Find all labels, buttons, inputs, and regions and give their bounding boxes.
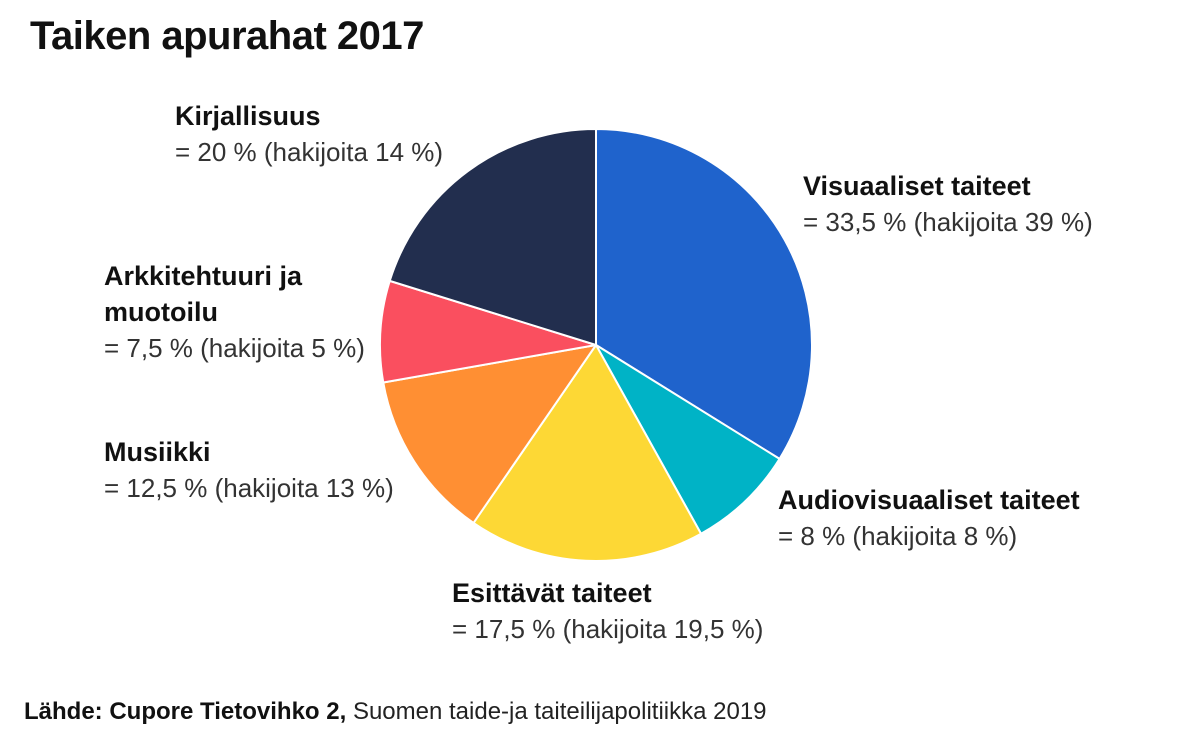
slice-name: Kirjallisuus xyxy=(175,101,321,131)
slice-name: Musiikki xyxy=(104,437,211,467)
slice-name: Visuaaliset taiteet xyxy=(803,171,1031,201)
source-text: Suomen taide-ja taiteilijapolitiikka 201… xyxy=(352,698,767,725)
slice-value: = 33,5 % (hakijoita 39 %) xyxy=(803,207,1093,237)
pie-slice-visuaaliset-taiteet xyxy=(595,128,813,460)
slice-value: = 7,5 % (hakijoita 5 %) xyxy=(104,333,365,363)
label-audiovisuaaliset-taiteet: Audiovisuaaliset taiteet = 8 % (hakijoit… xyxy=(778,482,1080,554)
chart-title: Taiken apurahat 2017 xyxy=(30,14,424,58)
slice-name: Audiovisuaaliset taiteet xyxy=(778,485,1080,515)
pie-slice-esittavat-taiteet xyxy=(472,344,703,562)
slice-name: Arkkitehtuuri ja muotoilu xyxy=(104,261,303,327)
label-visuaaliset-taiteet: Visuaaliset taiteet = 33,5 % (hakijoita … xyxy=(803,168,1093,240)
source-note: Lähde: Cupore Tietovihko 2, Suomen taide… xyxy=(24,698,767,726)
slice-value: = 12,5 % (hakijoita 13 %) xyxy=(104,473,394,503)
pie-slice-arkkitehtuuri-ja-muotoilu xyxy=(379,279,597,384)
slice-value: = 17,5 % (hakijoita 19,5 %) xyxy=(452,614,764,644)
slice-value: = 20 % (hakijoita 14 %) xyxy=(175,137,444,167)
pie-slice-kirjallisuus xyxy=(388,128,597,346)
pie-slice-musiikki xyxy=(382,344,597,524)
label-arkkitehtuuri-ja-muotoilu: Arkkitehtuuri ja muotoilu = 7,5 % (hakij… xyxy=(104,258,365,366)
label-esittavat-taiteet: Esittävät taiteet = 17,5 % (hakijoita 19… xyxy=(452,575,763,647)
slice-value: = 8 % (hakijoita 8 %) xyxy=(778,521,1018,551)
pie-slice-audiovisuaaliset-taiteet xyxy=(595,344,781,535)
slice-name: Esittävät taiteet xyxy=(452,578,652,608)
label-kirjallisuus: Kirjallisuus = 20 % (hakijoita 14 %) xyxy=(175,98,443,170)
source-prefix: Lähde: Cupore Tietovihko 2, xyxy=(24,698,347,725)
label-musiikki: Musiikki = 12,5 % (hakijoita 13 %) xyxy=(104,434,394,506)
